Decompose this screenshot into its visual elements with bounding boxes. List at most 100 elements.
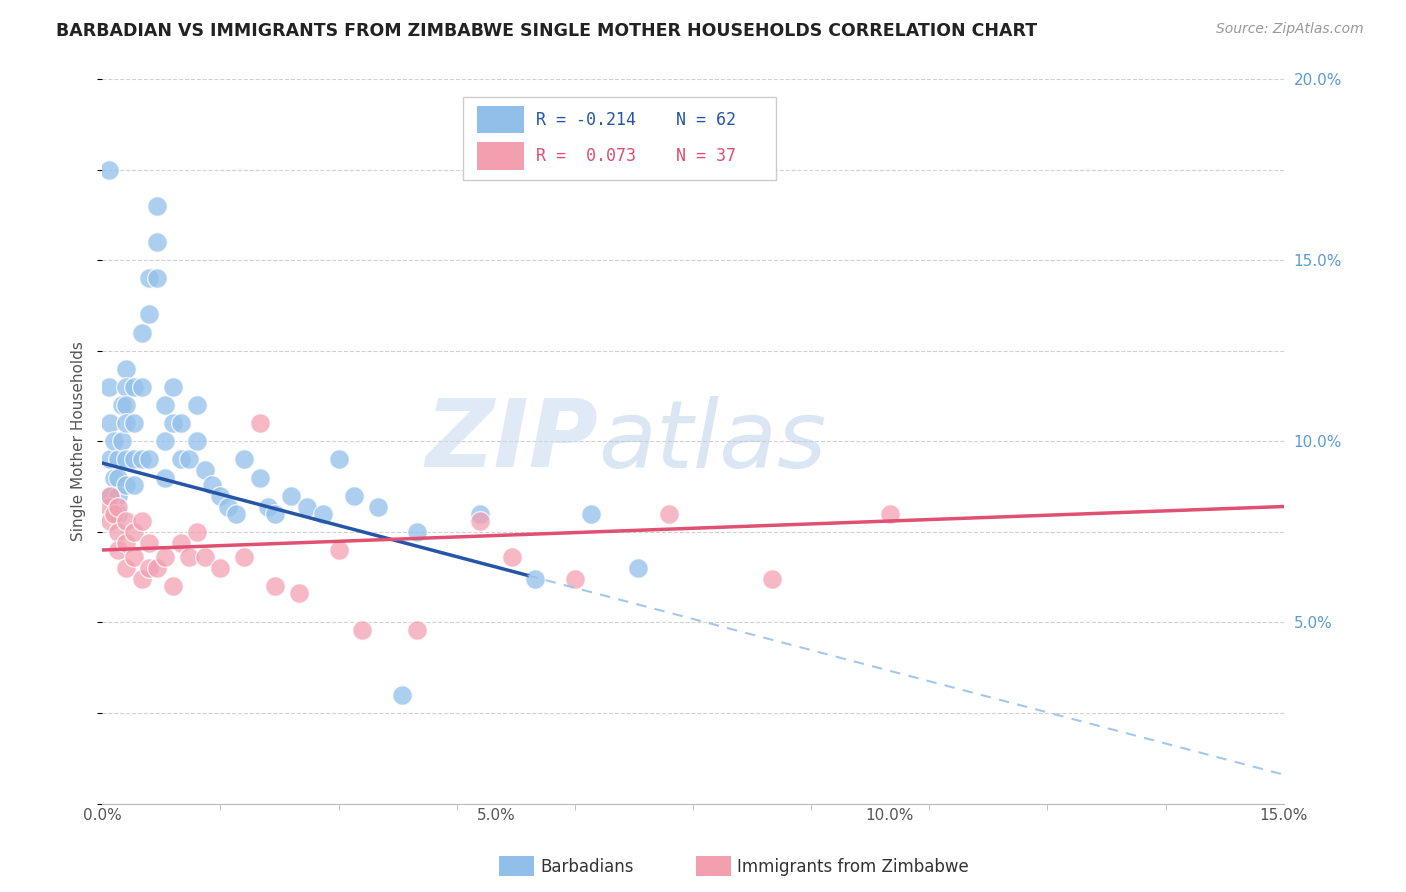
Point (162, 416, 184, 430)
Point (194, 550, 217, 565)
Point (201, 477, 224, 491)
Point (501, 550, 523, 565)
Point (97, 500, 120, 514)
Point (249, 416, 271, 430)
Point (155, 470, 177, 484)
Point (146, 199, 169, 213)
Point (470, 514, 492, 528)
Point (107, 470, 129, 484)
Point (406, 623, 429, 637)
Point (658, 507, 681, 521)
Text: BARBADIAN VS IMMIGRANTS FROM ZIMBABWE SINGLE MOTHER HOUSEHOLDS CORRELATION CHART: BARBADIAN VS IMMIGRANTS FROM ZIMBABWE SI… (56, 22, 1038, 40)
Point (186, 398, 208, 412)
Point (115, 380, 138, 394)
Point (391, 688, 413, 702)
Point (186, 524, 208, 539)
Point (177, 550, 200, 565)
Point (98, 452, 121, 467)
Point (107, 489, 129, 503)
Point (162, 380, 184, 394)
Point (155, 398, 177, 412)
Point (367, 500, 389, 514)
Point (146, 271, 169, 285)
Point (343, 489, 366, 503)
Point (122, 524, 145, 539)
Point (98, 489, 121, 503)
Point (138, 452, 160, 467)
Point (115, 514, 138, 528)
Point (122, 416, 145, 430)
Point (170, 416, 193, 430)
Point (288, 586, 311, 600)
Point (98, 416, 121, 430)
Point (131, 572, 153, 586)
Point (186, 434, 208, 449)
Point (98, 514, 121, 528)
FancyBboxPatch shape (463, 97, 776, 180)
Point (225, 507, 247, 521)
Point (264, 579, 287, 593)
Point (103, 434, 125, 449)
Y-axis label: Single Mother Households: Single Mother Households (72, 342, 86, 541)
Point (264, 507, 287, 521)
Point (107, 500, 129, 514)
Point (131, 514, 153, 528)
Point (209, 561, 232, 575)
Point (879, 507, 901, 521)
Point (564, 572, 586, 586)
Point (352, 623, 374, 637)
Point (170, 452, 193, 467)
Point (138, 535, 160, 549)
Point (131, 452, 153, 467)
Point (217, 500, 239, 514)
Point (115, 416, 138, 430)
Point (131, 380, 153, 394)
Point (146, 235, 169, 249)
Point (328, 452, 350, 467)
Text: Barbadians: Barbadians (540, 858, 634, 876)
Text: Source: ZipAtlas.com: Source: ZipAtlas.com (1216, 22, 1364, 37)
Point (115, 452, 138, 467)
Point (122, 380, 145, 394)
Point (107, 524, 129, 539)
Point (122, 452, 145, 467)
Point (233, 550, 256, 565)
Point (194, 463, 217, 477)
Point (111, 434, 134, 449)
Point (470, 507, 492, 521)
Point (122, 477, 145, 491)
Point (138, 561, 160, 575)
Point (312, 507, 335, 521)
FancyBboxPatch shape (477, 106, 524, 133)
Point (138, 271, 160, 285)
Point (328, 543, 350, 558)
Point (170, 535, 193, 549)
Point (115, 477, 138, 491)
Point (115, 561, 138, 575)
Text: Immigrants from Zimbabwe: Immigrants from Zimbabwe (737, 858, 969, 876)
Point (233, 452, 256, 467)
Point (761, 572, 783, 586)
Point (107, 543, 129, 558)
Text: ZIP: ZIP (426, 395, 599, 487)
Point (406, 524, 429, 539)
Point (115, 398, 138, 412)
Point (249, 470, 271, 484)
Point (97, 380, 120, 394)
Point (107, 507, 129, 521)
Point (295, 500, 318, 514)
Point (103, 470, 125, 484)
Point (122, 550, 145, 565)
Point (177, 452, 200, 467)
FancyBboxPatch shape (477, 142, 524, 169)
Point (98, 489, 121, 503)
Point (627, 561, 650, 575)
Point (162, 579, 184, 593)
Text: R = -0.214    N = 62: R = -0.214 N = 62 (536, 111, 735, 128)
Point (579, 507, 602, 521)
Point (256, 500, 278, 514)
Point (103, 507, 125, 521)
Text: atlas: atlas (599, 396, 827, 487)
Point (111, 398, 134, 412)
Point (115, 535, 138, 549)
